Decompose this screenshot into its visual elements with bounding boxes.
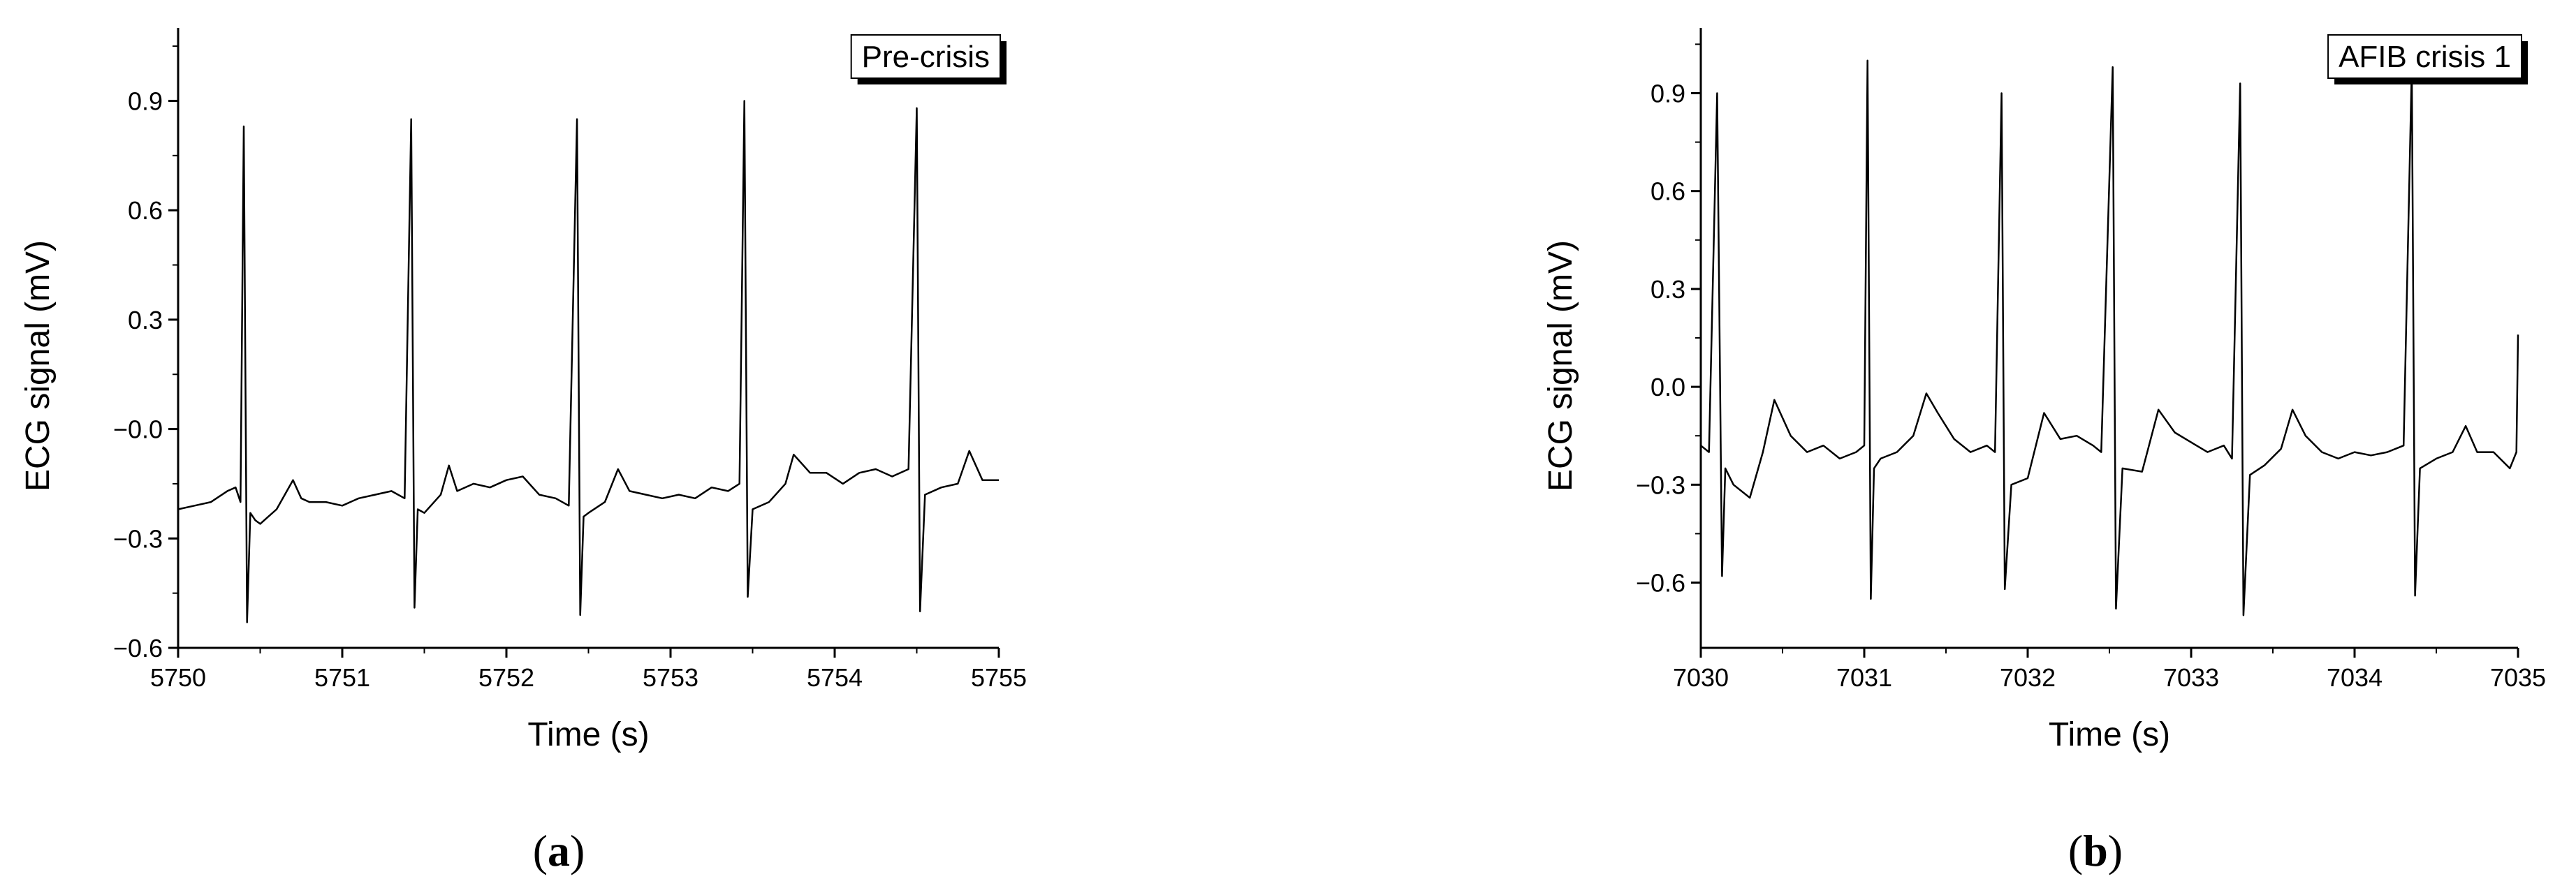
chart-panel-b: 7030 7031 7032 7033 7034 7035 −0.6 −0.3 0.0 0.3 0.… <box>1542 28 2546 875</box>
legend-box <box>850 34 1001 79</box>
x-axis-label: Time (s) <box>2049 716 2170 753</box>
y-tick-label: 0.3 <box>1651 275 1685 304</box>
x-tick-label: 5753 <box>643 663 698 692</box>
y-tick-label: −0.6 <box>113 634 163 663</box>
ecg-series-line <box>1700 59 2519 616</box>
x-tick-label: 7030 <box>1673 663 1729 692</box>
chart-panel-a: 5750 5751 5752 5753 5754 5755 −0.6 −0.3 −0.0 0.3 0… <box>20 28 1027 875</box>
x-tick-label: 5750 <box>150 663 206 692</box>
x-tick-label: 5751 <box>314 663 370 692</box>
y-tick-label: 0.9 <box>1651 79 1685 108</box>
legend-label: AFIB crisis 1 <box>2339 40 2511 74</box>
y-axis-label: ECG signal (mV) <box>20 240 57 491</box>
ecg-series-line <box>177 100 999 623</box>
x-tick-label: 5755 <box>971 663 1027 692</box>
y-tick-label: −0.6 <box>1636 569 1685 598</box>
x-tick-label: 7034 <box>2327 663 2383 692</box>
y-axis-label: ECG signal (mV) <box>1542 240 1579 491</box>
x-tick-label: 7035 <box>2490 663 2546 692</box>
x-tick-label: 5754 <box>807 663 863 692</box>
y-tick-label: −0.3 <box>113 524 163 553</box>
y-tick-label: −0.3 <box>1636 471 1685 499</box>
x-tick-label: 5752 <box>478 663 534 692</box>
panel-label: (b) <box>2068 826 2123 875</box>
x-axis-label: Time (s) <box>527 716 649 753</box>
x-tick-label: 7031 <box>1836 663 1892 692</box>
y-tick-label: 0.9 <box>128 87 163 115</box>
y-tick-label: 0.0 <box>1651 373 1685 401</box>
legend-box <box>2327 34 2522 79</box>
x-tick-label: 7032 <box>2000 663 2056 692</box>
panel-label: (a) <box>533 826 585 875</box>
y-tick-label: 0.6 <box>128 196 163 225</box>
y-tick-label: −0.0 <box>113 415 163 444</box>
legend-label: Pre-crisis <box>862 40 990 74</box>
x-tick-label: 7033 <box>2163 663 2219 692</box>
y-tick-label: 0.6 <box>1651 177 1685 206</box>
y-tick-label: 0.3 <box>128 306 163 334</box>
